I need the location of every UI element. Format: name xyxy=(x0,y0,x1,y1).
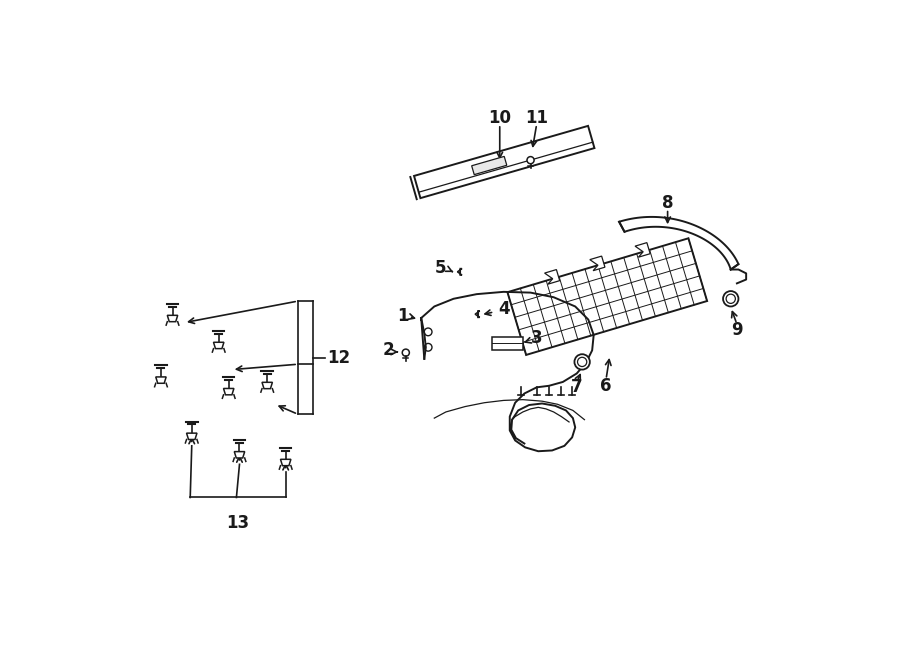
Text: 3: 3 xyxy=(530,329,542,347)
Polygon shape xyxy=(590,256,605,271)
Text: 4: 4 xyxy=(499,300,509,318)
Polygon shape xyxy=(475,311,480,317)
Text: 8: 8 xyxy=(662,194,673,212)
FancyBboxPatch shape xyxy=(492,337,523,350)
Text: 12: 12 xyxy=(328,348,350,367)
Polygon shape xyxy=(186,433,197,440)
Polygon shape xyxy=(508,239,707,355)
Circle shape xyxy=(574,354,590,369)
Text: 7: 7 xyxy=(571,378,582,397)
Polygon shape xyxy=(421,292,594,422)
Polygon shape xyxy=(213,342,224,348)
Text: 5: 5 xyxy=(435,259,446,277)
Polygon shape xyxy=(156,377,166,383)
Text: 11: 11 xyxy=(526,109,548,127)
Circle shape xyxy=(527,157,534,164)
Polygon shape xyxy=(544,270,560,284)
Polygon shape xyxy=(234,451,245,458)
Text: 13: 13 xyxy=(227,514,249,532)
Text: 6: 6 xyxy=(600,377,612,395)
Circle shape xyxy=(402,349,410,356)
Circle shape xyxy=(723,291,738,307)
Polygon shape xyxy=(414,126,594,198)
Polygon shape xyxy=(619,217,738,270)
Polygon shape xyxy=(223,389,234,395)
Polygon shape xyxy=(635,243,650,257)
Text: 10: 10 xyxy=(488,109,511,127)
Polygon shape xyxy=(457,268,462,275)
Text: 9: 9 xyxy=(731,321,742,338)
Polygon shape xyxy=(262,382,273,389)
Polygon shape xyxy=(281,459,291,465)
Polygon shape xyxy=(167,315,177,322)
Polygon shape xyxy=(472,157,507,175)
Text: 1: 1 xyxy=(397,307,409,325)
Text: 2: 2 xyxy=(382,341,394,360)
